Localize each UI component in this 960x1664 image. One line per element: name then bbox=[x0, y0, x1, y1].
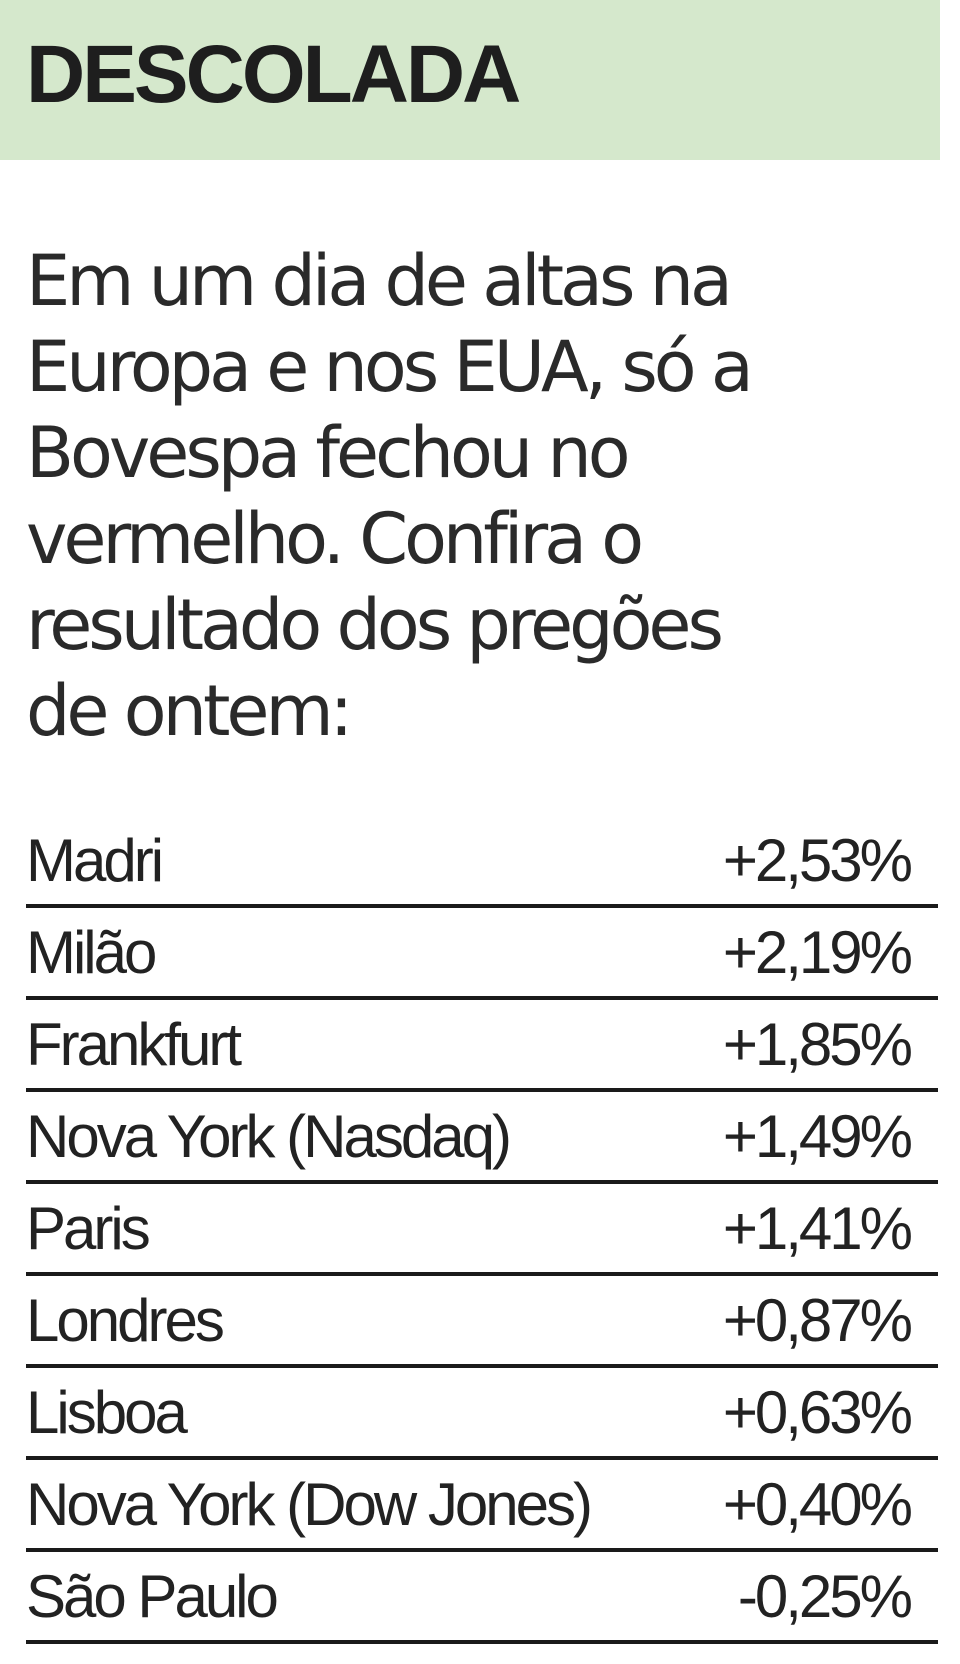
market-name: Frankfurt bbox=[26, 998, 687, 1092]
table-row: Madri +2,53% bbox=[26, 816, 938, 908]
market-change: +1,85% bbox=[686, 998, 938, 1092]
table-row: Frankfurt +1,85% bbox=[26, 998, 938, 1092]
header-band: DESCOLADA bbox=[0, 0, 940, 160]
table-row: Nova York (Nasdaq) +1,49% bbox=[26, 1090, 938, 1184]
market-change: +1,49% bbox=[686, 1090, 938, 1184]
market-change: +0,63% bbox=[686, 1366, 938, 1460]
market-name: Madri bbox=[26, 816, 687, 908]
table-row: Nova York (Dow Jones) +0,40% bbox=[26, 1458, 938, 1552]
title: DESCOLADA bbox=[26, 29, 521, 120]
table-row: Londres +0,87% bbox=[26, 1274, 938, 1368]
market-name: Nova York (Nasdaq) bbox=[26, 1090, 687, 1184]
intro-line: de ontem: bbox=[26, 670, 353, 752]
market-name: São Paulo bbox=[26, 1550, 687, 1644]
intro-line: vermelho. Confira o bbox=[26, 498, 644, 580]
market-name: Paris bbox=[26, 1182, 687, 1276]
table-row: Milão +2,19% bbox=[26, 906, 938, 1000]
table-row: Paris +1,41% bbox=[26, 1182, 938, 1276]
market-change: +0,40% bbox=[686, 1458, 938, 1552]
market-name: Lisboa bbox=[26, 1366, 687, 1460]
intro-line: Europa e nos EUA, só a bbox=[26, 326, 754, 408]
intro-line: Em um dia de altas na bbox=[26, 240, 733, 322]
table-row: Lisboa +0,63% bbox=[26, 1366, 938, 1460]
market-change: +0,87% bbox=[686, 1274, 938, 1368]
market-change: +1,41% bbox=[686, 1182, 938, 1276]
market-change: +2,19% bbox=[686, 906, 938, 1000]
intro-line: resultado dos pregões bbox=[26, 584, 724, 666]
market-name: Nova York (Dow Jones) bbox=[26, 1458, 687, 1552]
intro-text: Em um dia de altas na Europa e nos EUA, s… bbox=[26, 238, 926, 754]
intro-line: Bovespa fechou no bbox=[26, 412, 631, 494]
market-name: Milão bbox=[26, 906, 687, 1000]
market-change: +2,53% bbox=[686, 816, 938, 908]
market-name: Londres bbox=[26, 1274, 687, 1368]
market-change: -0,25% bbox=[686, 1550, 938, 1644]
results-table: Madri +2,53% Milão +2,19% Frankfurt +1,85% Nov… bbox=[26, 816, 938, 1644]
table-row: São Paulo -0,25% bbox=[26, 1550, 938, 1644]
